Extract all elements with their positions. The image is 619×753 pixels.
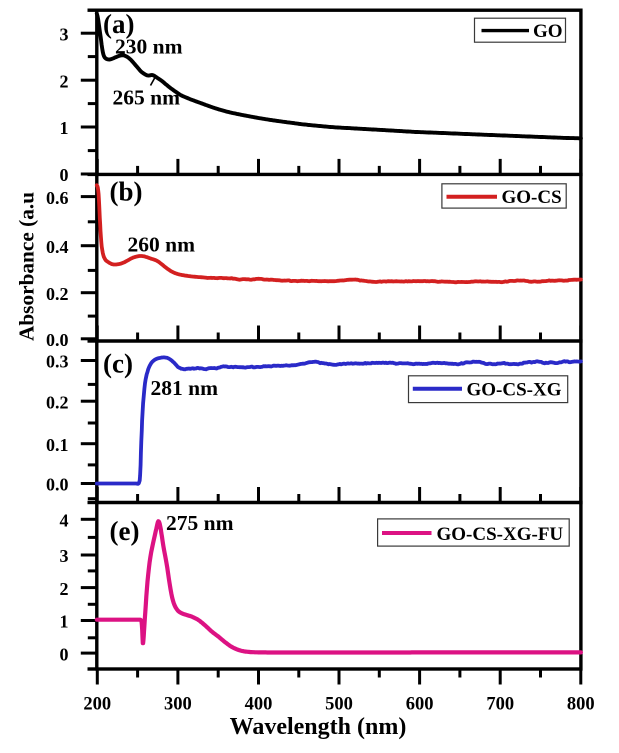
svg-text:1: 1 [60, 118, 69, 138]
svg-text:(a): (a) [103, 9, 134, 39]
svg-text:265 nm: 265 nm [113, 86, 181, 110]
svg-text:281 nm: 281 nm [151, 376, 219, 400]
svg-text:0: 0 [60, 644, 69, 664]
svg-text:Absorbance (a.u: Absorbance (a.u [15, 192, 39, 341]
svg-text:0.4: 0.4 [46, 237, 69, 257]
svg-text:600: 600 [406, 695, 434, 715]
svg-text:400: 400 [245, 695, 273, 715]
svg-text:3: 3 [60, 546, 69, 566]
svg-text:0.3: 0.3 [46, 352, 69, 372]
svg-text:0: 0 [60, 165, 69, 185]
svg-text:0.1: 0.1 [46, 435, 69, 455]
svg-text:Wavelength (nm): Wavelength (nm) [230, 714, 407, 740]
svg-text:(c): (c) [103, 349, 133, 379]
svg-text:GO: GO [533, 21, 563, 42]
svg-text:800: 800 [567, 695, 595, 715]
svg-text:200: 200 [83, 695, 111, 715]
svg-text:2: 2 [60, 579, 69, 599]
svg-text:0.0: 0.0 [46, 330, 69, 350]
svg-text:GO-CS-XG-FU: GO-CS-XG-FU [437, 524, 564, 545]
svg-text:260 nm: 260 nm [128, 233, 196, 257]
svg-text:0.0: 0.0 [46, 475, 69, 495]
svg-text:GO-CS: GO-CS [502, 187, 562, 208]
svg-text:(e): (e) [110, 516, 140, 546]
svg-text:GO-CS-XG: GO-CS-XG [467, 380, 562, 401]
svg-text:0.2: 0.2 [46, 284, 69, 304]
svg-text:4: 4 [60, 511, 69, 531]
svg-text:2: 2 [60, 71, 69, 91]
svg-text:500: 500 [325, 695, 353, 715]
svg-text:3: 3 [60, 24, 69, 44]
svg-text:0.6: 0.6 [46, 188, 69, 208]
svg-text:700: 700 [486, 695, 514, 715]
svg-text:1: 1 [60, 612, 69, 632]
svg-text:300: 300 [164, 695, 192, 715]
svg-text:0.2: 0.2 [46, 392, 69, 412]
svg-text:(b): (b) [110, 177, 143, 207]
svg-text:275 nm: 275 nm [166, 511, 234, 535]
svg-text:230 nm: 230 nm [115, 35, 183, 59]
